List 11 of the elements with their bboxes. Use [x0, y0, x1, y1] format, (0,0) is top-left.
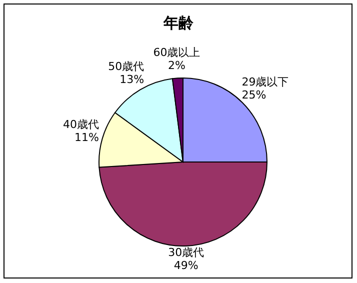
- data-label: 13%: [120, 72, 144, 86]
- slice-label: 29歳以下: [242, 75, 289, 88]
- chart-title: 年齢: [162, 14, 194, 32]
- slice-label: 60歳以上: [153, 46, 200, 60]
- data-label: 49%: [174, 258, 198, 272]
- data-label: 11%: [74, 131, 99, 144]
- slice-label: 30歳代: [168, 246, 204, 259]
- slice-label: 50歳代: [108, 60, 144, 73]
- data-label: 2%: [168, 59, 186, 72]
- data-label: 25%: [242, 88, 266, 102]
- slice-label: 40歳代: [62, 118, 99, 132]
